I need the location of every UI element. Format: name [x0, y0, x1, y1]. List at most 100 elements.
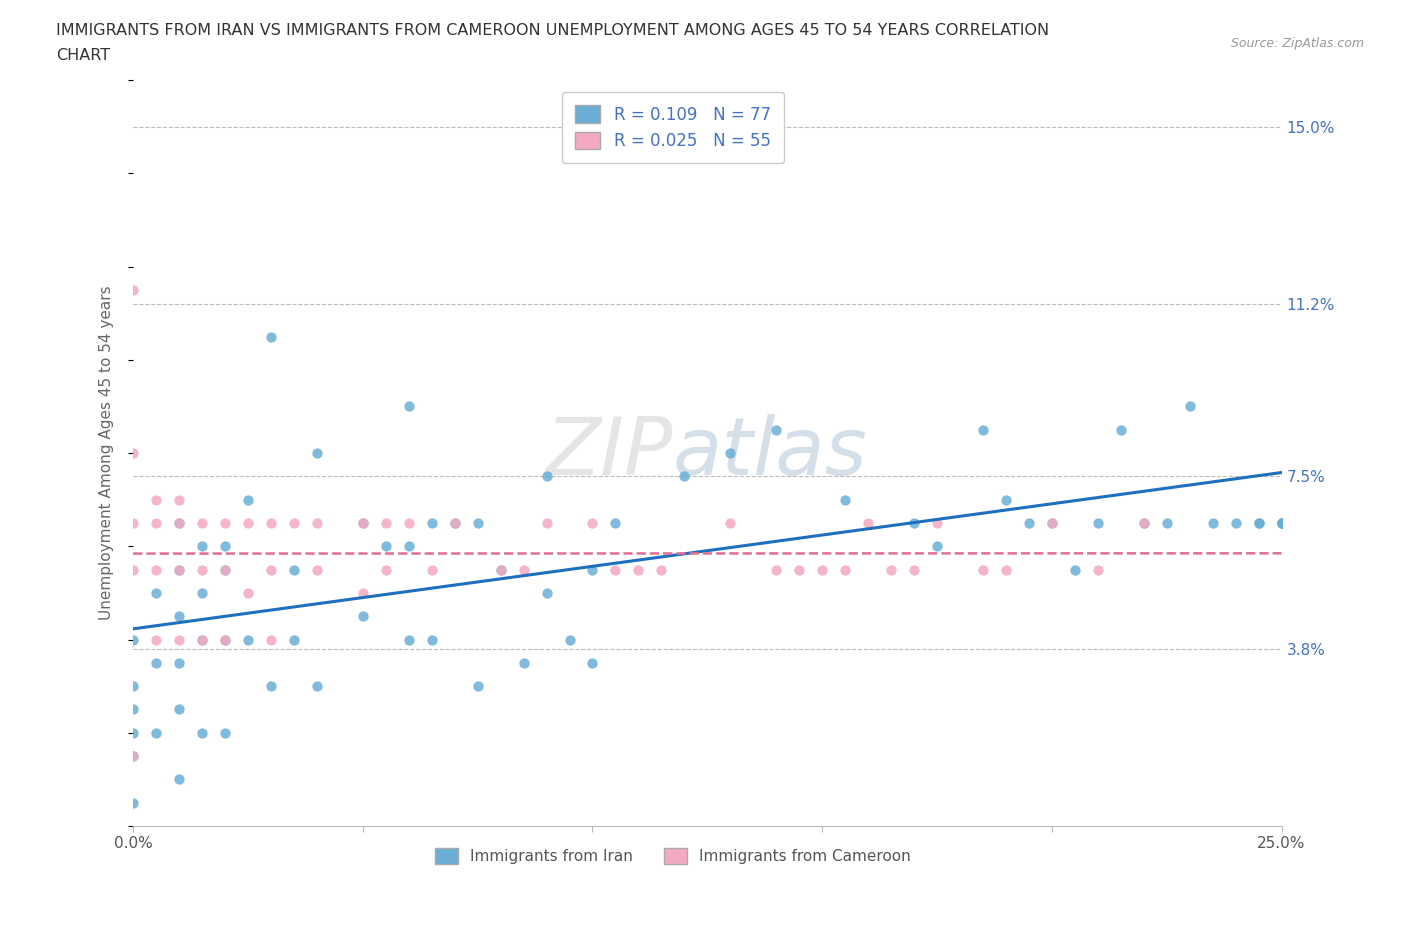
Point: [214, 725, 236, 740]
Point: [489, 562, 512, 577]
Point: [214, 538, 236, 553]
Point: [811, 562, 834, 577]
Point: [994, 562, 1017, 577]
Point: [214, 515, 236, 530]
Point: [1178, 399, 1201, 414]
Point: [581, 515, 603, 530]
Point: [214, 632, 236, 647]
Point: [145, 492, 167, 507]
Point: [167, 656, 190, 671]
Point: [1156, 515, 1178, 530]
Point: [191, 632, 214, 647]
Point: [374, 538, 396, 553]
Point: [260, 562, 283, 577]
Point: [650, 562, 672, 577]
Point: [605, 515, 627, 530]
Point: [536, 586, 558, 601]
Point: [305, 445, 328, 460]
Point: [145, 586, 167, 601]
Text: Source: ZipAtlas.com: Source: ZipAtlas.com: [1230, 37, 1364, 50]
Point: [374, 562, 396, 577]
Point: [214, 562, 236, 577]
Point: [236, 632, 259, 647]
Point: [167, 492, 190, 507]
Y-axis label: Unemployment Among Ages 45 to 54 years: Unemployment Among Ages 45 to 54 years: [100, 286, 114, 620]
Point: [765, 562, 787, 577]
Point: [167, 772, 190, 787]
Point: [122, 562, 145, 577]
Point: [1040, 515, 1063, 530]
Point: [122, 515, 145, 530]
Point: [305, 515, 328, 530]
Point: [122, 283, 145, 298]
Point: [214, 562, 236, 577]
Point: [512, 656, 534, 671]
Point: [856, 515, 879, 530]
Point: [145, 515, 167, 530]
Point: [1247, 515, 1270, 530]
Point: [305, 679, 328, 694]
Point: [122, 679, 145, 694]
Point: [283, 632, 305, 647]
Point: [145, 725, 167, 740]
Point: [191, 538, 214, 553]
Legend: Immigrants from Iran, Immigrants from Cameroon: Immigrants from Iran, Immigrants from Ca…: [429, 843, 917, 870]
Point: [1270, 515, 1292, 530]
Text: CHART: CHART: [56, 48, 110, 63]
Point: [581, 656, 603, 671]
Point: [420, 562, 443, 577]
Point: [167, 702, 190, 717]
Point: [903, 515, 925, 530]
Point: [398, 515, 420, 530]
Point: [443, 515, 465, 530]
Point: [718, 445, 741, 460]
Point: [191, 515, 214, 530]
Point: [167, 515, 190, 530]
Point: [673, 469, 696, 484]
Point: [260, 632, 283, 647]
Point: [352, 515, 374, 530]
Point: [167, 562, 190, 577]
Point: [512, 562, 534, 577]
Text: atlas: atlas: [673, 414, 868, 492]
Point: [167, 515, 190, 530]
Point: [1040, 515, 1063, 530]
Point: [1270, 515, 1292, 530]
Point: [1018, 515, 1040, 530]
Point: [787, 562, 810, 577]
Point: [167, 632, 190, 647]
Point: [467, 679, 489, 694]
Point: [925, 515, 948, 530]
Point: [145, 632, 167, 647]
Point: [650, 142, 672, 157]
Text: ZIP: ZIP: [546, 414, 673, 492]
Point: [972, 422, 994, 437]
Text: IMMIGRANTS FROM IRAN VS IMMIGRANTS FROM CAMEROON UNEMPLOYMENT AMONG AGES 45 TO 5: IMMIGRANTS FROM IRAN VS IMMIGRANTS FROM …: [56, 23, 1049, 38]
Point: [420, 515, 443, 530]
Point: [122, 795, 145, 810]
Point: [283, 562, 305, 577]
Point: [122, 749, 145, 764]
Point: [191, 632, 214, 647]
Point: [903, 562, 925, 577]
Point: [1063, 562, 1085, 577]
Point: [925, 538, 948, 553]
Point: [834, 492, 856, 507]
Point: [260, 515, 283, 530]
Point: [145, 656, 167, 671]
Point: [122, 725, 145, 740]
Point: [398, 632, 420, 647]
Point: [167, 562, 190, 577]
Point: [1270, 515, 1292, 530]
Point: [1247, 515, 1270, 530]
Point: [536, 469, 558, 484]
Point: [352, 586, 374, 601]
Point: [1270, 515, 1292, 530]
Point: [122, 749, 145, 764]
Point: [627, 562, 650, 577]
Point: [443, 515, 465, 530]
Point: [994, 492, 1017, 507]
Point: [1109, 422, 1132, 437]
Point: [374, 515, 396, 530]
Point: [972, 562, 994, 577]
